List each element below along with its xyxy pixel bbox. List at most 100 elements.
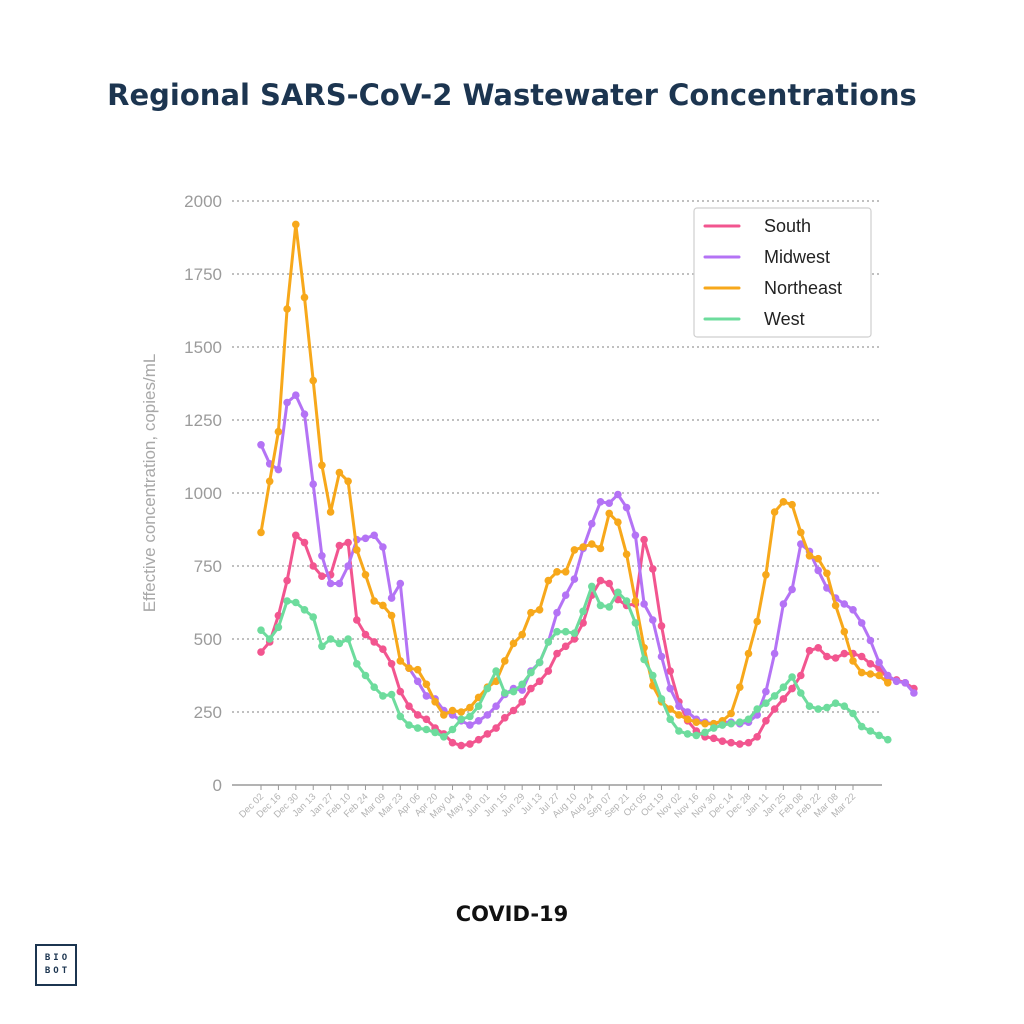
data-point [309, 480, 318, 489]
data-point [483, 730, 492, 738]
series-layer [257, 220, 918, 750]
data-point [840, 649, 849, 658]
data-point [614, 588, 622, 597]
series-line-south [259, 533, 916, 748]
data-point [753, 617, 761, 626]
data-point [292, 598, 300, 607]
y-axis-label: Effective concentration, copies/mL [140, 354, 159, 613]
data-point [849, 709, 857, 718]
data-point [361, 534, 370, 543]
data-point [596, 544, 605, 553]
data-point [265, 477, 274, 486]
data-point [344, 562, 352, 570]
data-point [413, 665, 422, 674]
data-point [553, 649, 561, 658]
data-point [692, 731, 701, 740]
data-point [579, 543, 587, 551]
data-point [283, 597, 291, 605]
data-point [814, 566, 822, 575]
data-point [535, 658, 544, 667]
data-point [370, 531, 379, 540]
data-point [675, 727, 683, 735]
data-point [727, 709, 735, 718]
data-point [483, 711, 492, 719]
data-point [857, 652, 866, 661]
data-point [474, 717, 483, 725]
data-point [300, 410, 309, 419]
y-tick-label: 2000 [184, 192, 222, 211]
data-point [788, 585, 796, 594]
data-point [588, 519, 596, 528]
data-point [422, 680, 431, 689]
data-point [431, 728, 439, 737]
data-point [797, 689, 805, 697]
data-point [466, 721, 474, 729]
y-tick-label: 1000 [184, 484, 222, 503]
data-point [257, 626, 265, 634]
data-point [814, 554, 822, 563]
data-point [361, 571, 370, 579]
data-point [318, 572, 326, 580]
data-point [622, 597, 631, 605]
data-point [866, 670, 875, 678]
data-point [492, 702, 500, 710]
data-point [588, 582, 596, 591]
data-point [492, 667, 500, 675]
data-point [518, 680, 526, 689]
data-point [561, 591, 570, 599]
data-point [405, 702, 413, 710]
data-point [701, 719, 709, 728]
data-point [353, 616, 361, 624]
data-point [509, 687, 518, 696]
data-point [736, 683, 744, 691]
data-point [753, 705, 761, 713]
data-point [744, 715, 753, 724]
data-point [709, 724, 718, 732]
data-point [640, 655, 648, 664]
data-point [666, 715, 674, 724]
data-point [727, 738, 735, 747]
data-point [831, 699, 840, 707]
data-point [544, 667, 553, 675]
data-point [318, 461, 326, 470]
data-point [683, 730, 692, 738]
data-point [692, 718, 701, 726]
data-point [361, 630, 370, 639]
data-point [353, 546, 361, 554]
data-point [570, 629, 579, 637]
data-point [370, 683, 379, 691]
data-point [553, 608, 561, 617]
data-point [396, 712, 405, 721]
y-tick-label: 500 [194, 630, 222, 649]
data-point [518, 686, 526, 694]
data-point [614, 490, 622, 499]
data-point [405, 721, 413, 729]
data-point [770, 649, 779, 658]
data-point [431, 698, 439, 706]
data-point [779, 498, 788, 506]
data-point [605, 499, 613, 508]
data-point [762, 687, 770, 696]
data-point [675, 711, 683, 719]
data-point [483, 684, 492, 693]
data-point [596, 576, 605, 585]
data-point [666, 684, 674, 693]
data-point [300, 293, 309, 302]
data-point [831, 654, 840, 662]
data-point [309, 613, 318, 621]
data-point [396, 579, 405, 588]
data-point [605, 579, 613, 588]
data-point [274, 623, 283, 632]
data-point [422, 692, 431, 700]
data-point [622, 503, 631, 512]
data-point [387, 611, 396, 620]
data-point [335, 579, 344, 588]
data-point [823, 569, 831, 578]
data-point [257, 528, 265, 537]
data-point [527, 668, 535, 677]
y-tick-label: 250 [194, 703, 222, 722]
data-point [892, 677, 901, 686]
data-point [588, 540, 596, 548]
data-point [544, 638, 553, 646]
data-point [283, 576, 291, 585]
